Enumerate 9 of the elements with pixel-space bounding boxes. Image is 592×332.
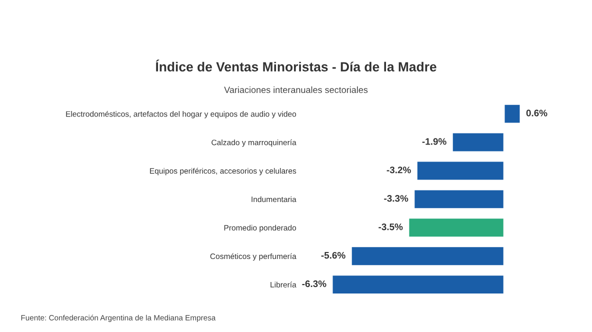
data-label: -6.3% xyxy=(302,280,326,288)
chart-title: Índice de Ventas Minoristas - Día de la Madre xyxy=(156,60,436,72)
data-label: -3.5% xyxy=(378,224,403,230)
data-label: -5.6% xyxy=(321,252,346,259)
data-label: -1.9% xyxy=(422,138,446,145)
chart-subtitle: Variaciones interanuales sectoriales xyxy=(224,86,368,94)
data-label: -3.2% xyxy=(386,166,411,174)
data-label: 0.6% xyxy=(526,110,548,116)
data-label: -3.3% xyxy=(384,195,408,202)
